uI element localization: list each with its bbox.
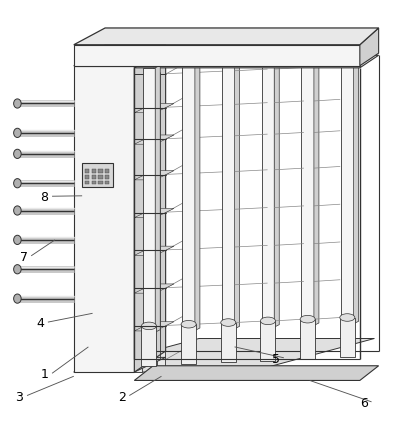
Text: 7: 7 [20,251,28,264]
Ellipse shape [181,320,196,328]
Polygon shape [134,55,379,68]
Text: 2: 2 [118,391,126,404]
Polygon shape [143,68,155,332]
Bar [98,181,103,184]
Bar [85,181,89,184]
Bar [92,181,96,184]
Bar [134,66,142,372]
Polygon shape [134,246,174,256]
Polygon shape [74,338,375,372]
Text: 3: 3 [16,391,23,404]
Ellipse shape [340,314,355,321]
Ellipse shape [14,149,21,158]
Polygon shape [74,45,166,66]
Bar [105,175,109,179]
Bar [85,175,89,179]
Bar [98,169,103,173]
Polygon shape [341,59,354,324]
Ellipse shape [14,294,21,303]
Bar [105,169,109,173]
Polygon shape [134,322,174,331]
Polygon shape [314,59,319,325]
Polygon shape [354,57,359,324]
Polygon shape [74,357,166,372]
Text: 4: 4 [36,317,44,330]
Polygon shape [274,60,279,327]
Text: 8: 8 [41,192,49,205]
Ellipse shape [14,128,21,138]
Polygon shape [182,66,195,330]
Ellipse shape [14,99,21,108]
Bar [98,175,103,179]
Polygon shape [134,366,379,381]
Bar [261,321,275,361]
Polygon shape [134,171,174,180]
Ellipse shape [14,265,21,274]
Ellipse shape [300,315,315,323]
Polygon shape [301,61,314,325]
Ellipse shape [14,206,21,215]
Bar [142,326,156,366]
Polygon shape [155,65,160,332]
Bar [157,66,165,372]
Ellipse shape [142,322,156,330]
Bar [85,169,89,173]
Bar [221,322,236,362]
Polygon shape [134,284,174,293]
Bar [181,324,196,364]
Bar [105,181,109,184]
Text: 5: 5 [272,353,280,366]
Polygon shape [134,45,166,372]
Polygon shape [134,208,174,218]
Bar [92,175,96,179]
Bar [340,317,355,357]
Ellipse shape [14,179,21,188]
Ellipse shape [261,317,275,325]
Polygon shape [195,64,200,330]
Ellipse shape [221,319,236,326]
Text: 6: 6 [360,397,368,410]
Polygon shape [262,63,274,327]
Text: 1: 1 [41,368,49,381]
Polygon shape [222,64,235,329]
Polygon shape [360,28,379,66]
Bar [300,319,315,359]
Bar [74,66,134,372]
Ellipse shape [14,235,21,245]
Polygon shape [74,28,379,45]
Polygon shape [74,45,360,66]
Polygon shape [134,104,174,113]
Polygon shape [134,135,174,144]
Bar [92,169,96,173]
Bar [82,163,114,187]
Polygon shape [235,62,240,329]
